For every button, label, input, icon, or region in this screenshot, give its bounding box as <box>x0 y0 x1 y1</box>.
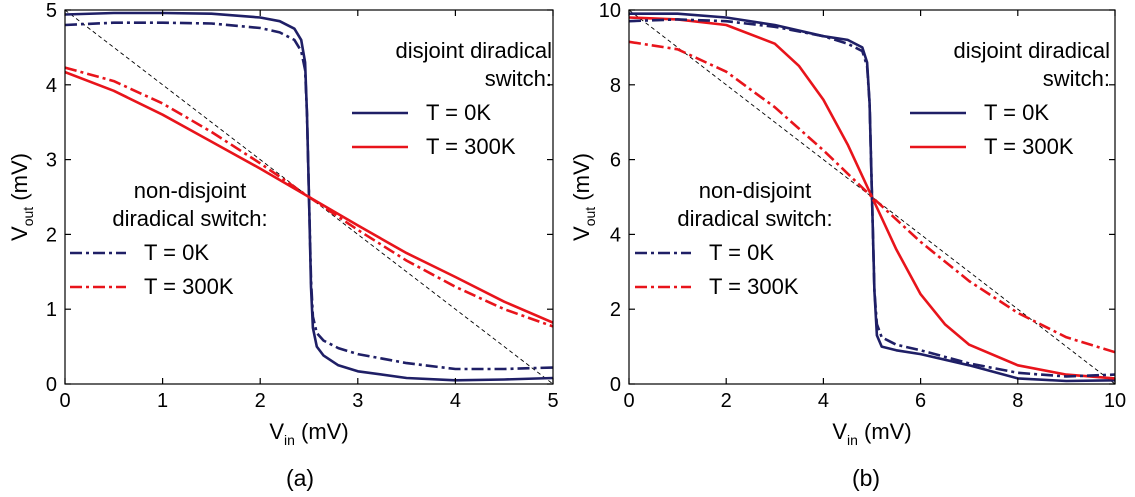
legend-disjoint: disjoint diradical switch: T = 0K T = 300K <box>352 38 552 159</box>
legend-entry-label: T = 0K <box>144 240 209 265</box>
x-tick-label: 2 <box>721 390 732 412</box>
legend-disjoint: disjoint diradical switch: T = 0K T = 300K <box>910 38 1110 159</box>
x-tick-label: 1 <box>157 390 168 412</box>
y-tick-label: 4 <box>46 75 57 97</box>
x-axis-label-main: V <box>832 419 847 444</box>
y-tick-label: 1 <box>46 299 57 321</box>
legend-title-line: diradical switch: <box>112 206 267 231</box>
x-tick-label: 4 <box>818 390 829 412</box>
y-tick-label: 0 <box>610 374 621 396</box>
y-axis-label-main: V <box>569 226 594 241</box>
y-axis-label-unit: (mV) <box>7 153 32 207</box>
y-axis-label: Vout (mV) <box>569 153 598 241</box>
x-tick-label: 0 <box>623 390 634 412</box>
legend-entry-label: T = 300K <box>984 134 1074 159</box>
x-tick-label: 6 <box>915 390 926 412</box>
x-axis-label: Vin (mV) <box>269 419 348 448</box>
x-tick-label: 0 <box>59 390 70 412</box>
y-tick-label: 2 <box>46 224 57 246</box>
legend-entry-label: T = 0K <box>984 100 1049 125</box>
y-axis-label-main: V <box>7 226 32 241</box>
x-tick-label: 8 <box>1012 390 1023 412</box>
legend-title-line: diradical switch: <box>677 206 832 231</box>
x-axis-label-unit: (mV) <box>295 419 349 444</box>
x-tick-label: 4 <box>450 390 461 412</box>
y-tick-label: 4 <box>610 224 621 246</box>
y-tick-label: 8 <box>610 75 621 97</box>
legend-entry-label: T = 0K <box>709 240 774 265</box>
legend-non-disjoint: non-disjoint diradical switch: T = 0K T = 3… <box>70 178 268 299</box>
legend-entry-label: T = 300K <box>426 134 516 159</box>
reference-diagonal-line <box>65 10 553 384</box>
legend-title-line: non-disjoint <box>699 178 812 203</box>
x-axis-label-main: V <box>269 419 284 444</box>
x-axis-label-sub: in <box>284 432 295 448</box>
panel-caption: (b) <box>852 465 880 491</box>
series-line-dashdot-3 <box>629 40 1115 354</box>
y-tick-label: 2 <box>610 299 621 321</box>
y-tick-label: 6 <box>610 150 621 172</box>
legend-title-line: switch: <box>485 66 552 91</box>
y-tick-label: 10 <box>599 0 621 22</box>
legend-entry-label: T = 300K <box>709 274 799 299</box>
y-tick-label: 0 <box>46 374 57 396</box>
x-axis-label-unit: (mV) <box>858 419 912 444</box>
legend-title-line: disjoint diradical <box>953 38 1110 63</box>
plot-frame <box>64 9 554 385</box>
legend-title-line: switch: <box>1043 66 1110 91</box>
y-axis-label-sub: out <box>582 207 598 227</box>
x-tick-label: 10 <box>1104 390 1126 412</box>
panel-caption: (a) <box>286 465 314 491</box>
y-tick-label: 5 <box>46 0 57 22</box>
x-tick-label: 3 <box>352 390 363 412</box>
legend-title-line: disjoint diradical <box>395 38 552 63</box>
x-axis-label: Vin (mV) <box>832 419 911 448</box>
y-axis-label-sub: out <box>20 207 36 227</box>
y-axis-label-unit: (mV) <box>569 153 594 207</box>
legend-title-line: non-disjoint <box>134 178 247 203</box>
plot-frame <box>628 9 1116 385</box>
x-tick-label: 2 <box>255 390 266 412</box>
x-axis-label-sub: in <box>847 432 858 448</box>
series-line-dashdot-2 <box>629 18 1115 378</box>
y-axis-label: Vout (mV) <box>7 153 36 241</box>
x-tick-label: 5 <box>547 390 558 412</box>
legend-entry-label: T = 0K <box>426 100 491 125</box>
series-line-dashdot-3 <box>65 66 553 328</box>
y-tick-label: 3 <box>46 150 57 172</box>
legend-entry-label: T = 300K <box>144 274 234 299</box>
legend-non-disjoint: non-disjoint diradical switch: T = 0K T = 3… <box>635 178 833 299</box>
